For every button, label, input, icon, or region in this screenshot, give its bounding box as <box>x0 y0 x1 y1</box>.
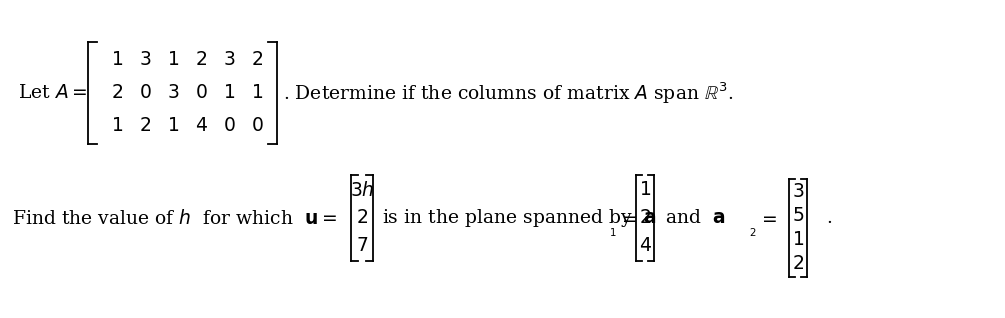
Text: $0$: $0$ <box>223 117 235 135</box>
Text: $1$: $1$ <box>792 231 804 249</box>
Text: . Determine if the columns of matrix $A$ span $\mathbb{R}^3$.: . Determine if the columns of matrix $A$… <box>283 80 734 106</box>
Text: $2$: $2$ <box>139 117 151 135</box>
Text: $0$: $0$ <box>250 117 263 135</box>
Text: $_2$: $_2$ <box>749 225 757 239</box>
Text: $0$: $0$ <box>139 84 152 102</box>
Text: $4$: $4$ <box>195 117 207 135</box>
Text: $2$: $2$ <box>195 51 207 69</box>
Text: $=$: $=$ <box>758 209 778 227</box>
Text: $=$: $=$ <box>618 209 637 227</box>
Text: $0$: $0$ <box>195 84 207 102</box>
Text: $1$: $1$ <box>251 84 263 102</box>
Text: $1$: $1$ <box>167 117 179 135</box>
Text: $3$: $3$ <box>223 51 235 69</box>
Text: is in the plane spanned by  $\mathbf{a}$: is in the plane spanned by $\mathbf{a}$ <box>382 207 656 229</box>
Text: $2$: $2$ <box>251 51 263 69</box>
Text: $3h$: $3h$ <box>350 181 374 199</box>
Text: and  $\mathbf{a}$: and $\mathbf{a}$ <box>665 209 726 227</box>
Text: Let $A=$: Let $A=$ <box>18 84 87 102</box>
Text: .: . <box>826 209 832 227</box>
Text: $2$: $2$ <box>792 255 804 273</box>
Text: $5$: $5$ <box>792 207 804 225</box>
Text: $3$: $3$ <box>792 183 804 201</box>
Text: $1$: $1$ <box>167 51 179 69</box>
Text: Find the value of $h$  for which  $\mathbf{u} =$: Find the value of $h$ for which $\mathbf… <box>12 209 337 227</box>
Text: $_1$: $_1$ <box>609 225 617 239</box>
Text: $2$: $2$ <box>111 84 123 102</box>
Text: $1$: $1$ <box>111 117 123 135</box>
Text: $1$: $1$ <box>223 84 235 102</box>
Text: $1$: $1$ <box>111 51 123 69</box>
Text: $7$: $7$ <box>356 237 368 255</box>
Text: $2$: $2$ <box>639 209 651 227</box>
Text: $4$: $4$ <box>638 237 651 255</box>
Text: $3$: $3$ <box>139 51 151 69</box>
Text: $2$: $2$ <box>356 209 368 227</box>
Text: $1$: $1$ <box>639 181 651 199</box>
Text: $3$: $3$ <box>167 84 179 102</box>
